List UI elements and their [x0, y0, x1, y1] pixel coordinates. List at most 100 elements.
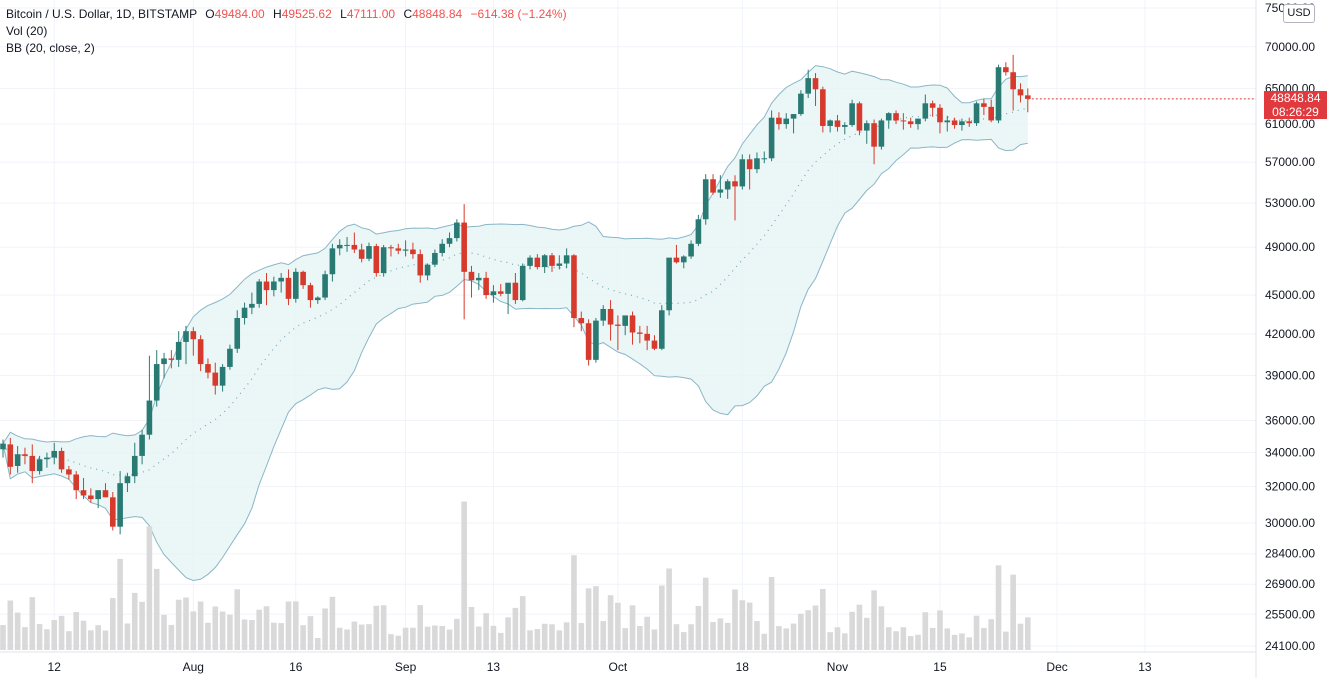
candle-down	[1017, 89, 1024, 96]
candle-up	[783, 118, 790, 125]
volume-bar	[161, 614, 167, 650]
volume-bar	[263, 606, 270, 650]
candle-up	[366, 246, 372, 259]
volume-bar	[776, 626, 782, 650]
volume-bar	[234, 589, 241, 650]
volume-bar	[739, 600, 746, 650]
candle-up	[476, 277, 482, 281]
change-value: −614.38 (−1.24%)	[470, 7, 567, 21]
volume-bar	[680, 632, 687, 650]
bb-study-label[interactable]: BB (20, close, 2)	[6, 41, 95, 55]
x-tick-label: Nov	[827, 660, 848, 674]
volume-bar	[139, 601, 145, 650]
volume-bar	[146, 526, 153, 650]
volume-bar	[710, 621, 716, 650]
volume-bar	[395, 635, 402, 650]
candle-down	[607, 308, 614, 325]
y-tick-label: 61000.00	[1265, 117, 1315, 131]
candle-up	[234, 318, 241, 349]
volume-bar	[190, 611, 197, 650]
candle-up	[798, 93, 804, 115]
x-tick-label: Dec	[1046, 660, 1067, 674]
candle-down	[900, 120, 907, 122]
candle-up	[424, 264, 431, 276]
candle-down	[58, 450, 65, 470]
volume-bar	[966, 637, 973, 650]
volume-bar	[761, 633, 768, 650]
candle-up	[519, 265, 526, 301]
volume-bar	[439, 626, 445, 650]
volume-bar	[724, 622, 731, 650]
y-tick-label: 26900.00	[1265, 577, 1315, 591]
candle-up	[490, 291, 497, 296]
candle-up	[175, 341, 182, 360]
candle-up	[724, 181, 731, 190]
candle-up	[973, 103, 980, 124]
candle-down	[66, 469, 72, 475]
currency-badge[interactable]: USD	[1283, 4, 1315, 23]
candle-down	[29, 455, 36, 472]
candle-up	[183, 331, 189, 342]
volume-bar	[197, 601, 204, 650]
candle-down	[629, 315, 636, 333]
volume-bar	[446, 629, 453, 650]
volume-bar	[981, 627, 987, 650]
volume-bar	[622, 628, 628, 650]
y-tick-label: 34000.00	[1265, 446, 1315, 460]
candle-up	[271, 281, 277, 291]
volume-bar	[88, 630, 94, 650]
candle-down	[73, 474, 79, 491]
candle-down	[461, 222, 467, 272]
candle-down	[300, 271, 306, 286]
candle-up	[702, 179, 709, 220]
candle-up	[402, 249, 409, 251]
volume-bar	[944, 628, 951, 650]
candle-down	[893, 113, 899, 121]
x-tick-label: Oct	[609, 660, 628, 674]
candle-down	[512, 282, 519, 301]
candle-down	[197, 339, 204, 365]
y-tick-label: 57000.00	[1265, 155, 1315, 169]
candle-up	[227, 348, 233, 367]
volume-bar	[834, 627, 841, 650]
volume-bar	[483, 613, 489, 650]
volume-bar	[856, 604, 863, 650]
volume-bar	[0, 625, 6, 650]
volume-bar	[578, 623, 585, 650]
candle-down	[1025, 95, 1031, 99]
y-tick-label: 28400.00	[1265, 547, 1315, 561]
volume-bar	[307, 616, 314, 650]
volume-bar	[732, 589, 738, 650]
candle-up	[790, 114, 797, 119]
candle-up	[666, 257, 672, 311]
candle-up	[680, 256, 687, 263]
volume-bar	[644, 616, 650, 650]
candle-up	[0, 443, 6, 450]
candle-down	[373, 246, 380, 274]
candle-up	[600, 308, 607, 321]
volume-bar	[351, 621, 358, 650]
volume-study-label[interactable]: Vol (20)	[6, 24, 48, 38]
volume-bar	[183, 597, 189, 650]
symbol-title[interactable]: Bitcoin / U.S. Dollar, 1D, BITSTAMP	[6, 7, 197, 21]
candle-down	[190, 331, 197, 340]
volume-bar	[366, 624, 372, 650]
candle-up	[768, 117, 775, 159]
volume-bar	[527, 630, 533, 650]
volume-bar	[673, 624, 680, 650]
candle-down	[410, 249, 416, 255]
y-tick-label: 32000.00	[1265, 480, 1315, 494]
candle-up	[622, 315, 628, 326]
volume-bar	[754, 621, 760, 650]
candle-down	[637, 332, 643, 334]
candle-up	[505, 282, 511, 294]
candle-up	[95, 490, 101, 500]
volume-bar	[637, 626, 643, 650]
candle-up	[959, 121, 965, 126]
candle-up	[344, 244, 350, 246]
candle-up	[593, 320, 599, 360]
candle-up	[827, 120, 833, 126]
volume-bar	[51, 620, 58, 650]
x-tick-label: 18	[736, 660, 750, 674]
